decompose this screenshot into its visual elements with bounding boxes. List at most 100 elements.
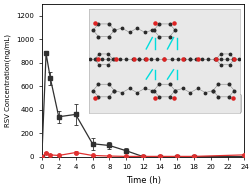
Point: [107, 22, 111, 26]
Point: [227, 52, 231, 55]
Point: [97, 63, 101, 66]
Point: [194, 58, 198, 61]
Point: [175, 58, 179, 61]
Point: [215, 83, 219, 86]
Point: [171, 96, 175, 99]
Point: [136, 58, 140, 61]
Point: [180, 58, 184, 61]
Point: [226, 95, 230, 98]
Point: [167, 83, 171, 86]
Point: [156, 83, 161, 86]
Point: [92, 96, 96, 99]
Point: [203, 91, 207, 94]
Point: [218, 63, 222, 66]
Point: [112, 89, 116, 92]
Legend: RSV, RSV-Pip co-1: RSV, RSV-Pip co-1: [182, 94, 240, 112]
Point: [227, 63, 231, 66]
Point: [167, 22, 171, 26]
Point: [213, 58, 217, 61]
Point: [171, 22, 175, 25]
Point: [215, 95, 219, 98]
Point: [187, 58, 192, 61]
Point: [210, 89, 214, 92]
Point: [136, 58, 140, 61]
Point: [180, 87, 184, 90]
Point: [218, 52, 222, 55]
Point: [150, 29, 154, 32]
Point: [100, 58, 104, 61]
Point: [107, 95, 111, 98]
Point: [195, 87, 199, 90]
Point: [172, 29, 176, 32]
Point: [92, 58, 96, 61]
Y-axis label: RSV Concentration(ng/mL): RSV Concentration(ng/mL): [4, 34, 11, 127]
Point: [187, 58, 192, 61]
Point: [142, 31, 146, 34]
Point: [112, 58, 116, 61]
Point: [150, 89, 154, 92]
Point: [230, 96, 234, 99]
Point: [162, 58, 166, 61]
Point: [231, 89, 235, 92]
Point: [226, 83, 230, 86]
Point: [218, 58, 222, 61]
Point: [224, 58, 228, 61]
Point: [119, 27, 123, 30]
Point: [167, 95, 171, 98]
Point: [130, 58, 134, 61]
Point: [112, 29, 116, 32]
Point: [172, 89, 176, 92]
Point: [213, 58, 217, 61]
Point: [132, 58, 136, 61]
Point: [206, 58, 210, 61]
Point: [212, 58, 216, 61]
Point: [135, 27, 139, 30]
Point: [144, 58, 148, 61]
Point: [172, 89, 176, 92]
Point: [231, 58, 235, 61]
Point: [119, 91, 123, 94]
Point: [187, 91, 192, 94]
Point: [153, 96, 157, 99]
Point: [142, 87, 146, 90]
Point: [96, 95, 100, 98]
Point: [96, 22, 100, 26]
Point: [106, 58, 110, 61]
Point: [112, 89, 116, 92]
Point: [142, 58, 146, 61]
Point: [169, 58, 173, 61]
Point: [135, 91, 139, 94]
Point: [162, 58, 166, 61]
Point: [107, 35, 111, 38]
Point: [230, 58, 234, 61]
Point: [200, 58, 204, 61]
Point: [96, 83, 100, 86]
Point: [118, 58, 122, 61]
Point: [127, 31, 131, 34]
Point: [156, 95, 161, 98]
X-axis label: Time (h): Time (h): [125, 176, 160, 185]
Point: [107, 83, 111, 86]
Point: [106, 52, 110, 55]
Point: [154, 58, 158, 61]
Point: [97, 52, 101, 55]
Point: [88, 58, 92, 61]
Point: [96, 35, 100, 38]
Point: [151, 89, 155, 92]
Point: [92, 22, 96, 25]
Point: [231, 58, 235, 61]
Point: [156, 35, 161, 38]
Point: [112, 29, 116, 32]
Point: [95, 58, 99, 61]
Point: [151, 29, 155, 32]
Point: [195, 58, 199, 61]
Point: [148, 58, 152, 61]
Point: [124, 58, 128, 61]
Point: [156, 22, 161, 26]
Point: [181, 58, 185, 61]
Point: [167, 35, 171, 38]
Point: [91, 29, 95, 32]
Point: [236, 58, 240, 61]
Point: [127, 87, 131, 90]
Point: [91, 89, 95, 92]
